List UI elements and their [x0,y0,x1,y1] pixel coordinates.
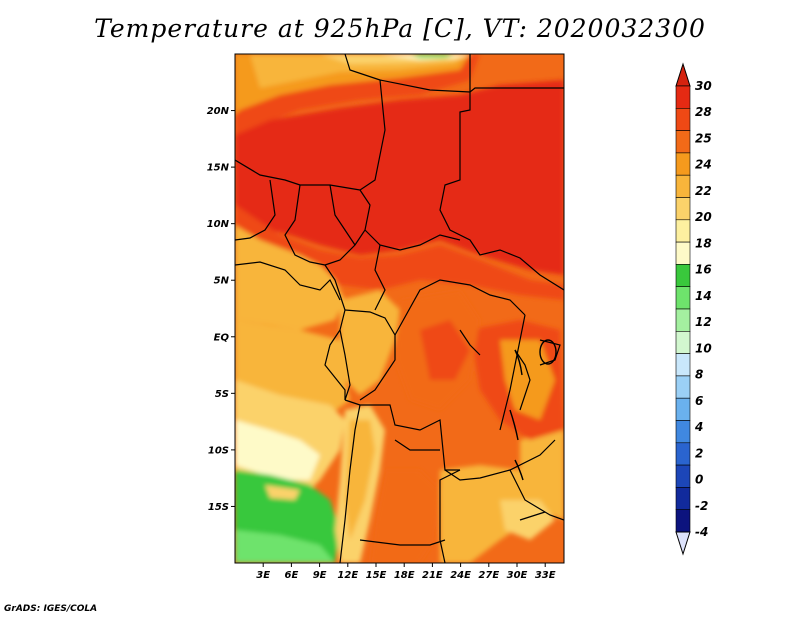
colorbar-swatch [675,197,691,221]
longitude-axis: 3E 6E 9E 12E 15E 18E 21E 24E 27E 30E 33E [256,563,556,581]
colorbar-swatch [675,442,691,466]
lon-tick-label: 21E [422,570,443,581]
colorbar-label: -2 [695,499,708,513]
colorbar-swatch [675,308,691,332]
latitude-axis: 20N 15N 10N 5N EQ 5S 10S 15S [207,106,235,513]
colorbar-swatch [675,375,691,399]
colorbar-swatch [675,487,691,510]
map-title: Temperature at 925hPa [C], VT: 202003230… [94,14,706,43]
lon-tick-label: 33E [535,570,556,581]
temperature-field [235,54,564,563]
lon-tick-label: 6E [285,570,299,581]
lon-tick-label: 15E [366,570,387,581]
colorbar-label: 22 [695,184,712,198]
lat-tick-label: 20N [207,106,230,117]
colorbar-label: 8 [695,368,703,382]
colorbar-swatch [675,420,691,444]
lon-tick-label: 30E [507,570,528,581]
lat-tick-label: 10N [207,219,230,230]
lat-tick-label: 5N [214,276,230,287]
colorbar-swatch [675,264,691,287]
colorbar-arrow-bottom [675,531,691,556]
lakes-outline [509,339,557,521]
lon-tick-label: 24E [450,570,471,581]
colorbar-arrow-top [675,62,691,87]
colorbar-swatch [675,353,691,377]
colorbar-label: 18 [695,236,712,250]
lat-tick-label: 5S [215,389,229,400]
colorbar-label: 4 [694,420,703,434]
lat-tick-label: EQ [214,332,230,343]
colorbar-label: 14 [695,289,712,303]
colorbar-swatch [675,286,691,310]
colorbar-label: 6 [695,394,703,408]
colorbar-label: 10 [695,341,712,355]
colorbar-label: 24 [695,158,712,172]
lon-tick-label: 27E [478,570,499,581]
colorbar-label: 0 [695,473,703,487]
lon-tick-label: 12E [337,570,358,581]
lon-tick-label: 3E [256,570,270,581]
lon-tick-label: 9E [313,570,327,581]
colorbar-swatch [675,219,691,243]
colorbar-label: 25 [695,131,712,145]
colorbar-swatch [675,174,691,198]
colorbar-swatch [675,130,691,154]
colorbar-swatch [675,330,691,354]
lat-tick-label: 15S [208,502,229,513]
colorbar-label: 20 [695,210,712,224]
colorbar-label: -4 [695,525,708,539]
colorbar-label: 30 [695,79,712,93]
colorbar-swatch [675,241,691,265]
colorbar-label: 28 [695,105,712,119]
colorbar-swatch [675,108,691,131]
colorbar-swatch [675,85,691,109]
colorbar-swatch [675,397,691,421]
country-borders [235,54,564,563]
colorbar-label: 2 [695,446,703,460]
map-frame [234,53,565,564]
colorbar-swatch [675,152,691,176]
lat-tick-label: 15N [207,163,230,174]
colorbar-swatch [675,509,691,533]
lon-tick-label: 18E [394,570,415,581]
colorbar-swatch [675,464,691,488]
colorbar-label: 12 [695,315,712,329]
colorbar-label: 16 [695,263,712,277]
grads-credit: GrADS: IGES/COLA [4,604,98,614]
lat-tick-label: 10S [208,445,229,456]
